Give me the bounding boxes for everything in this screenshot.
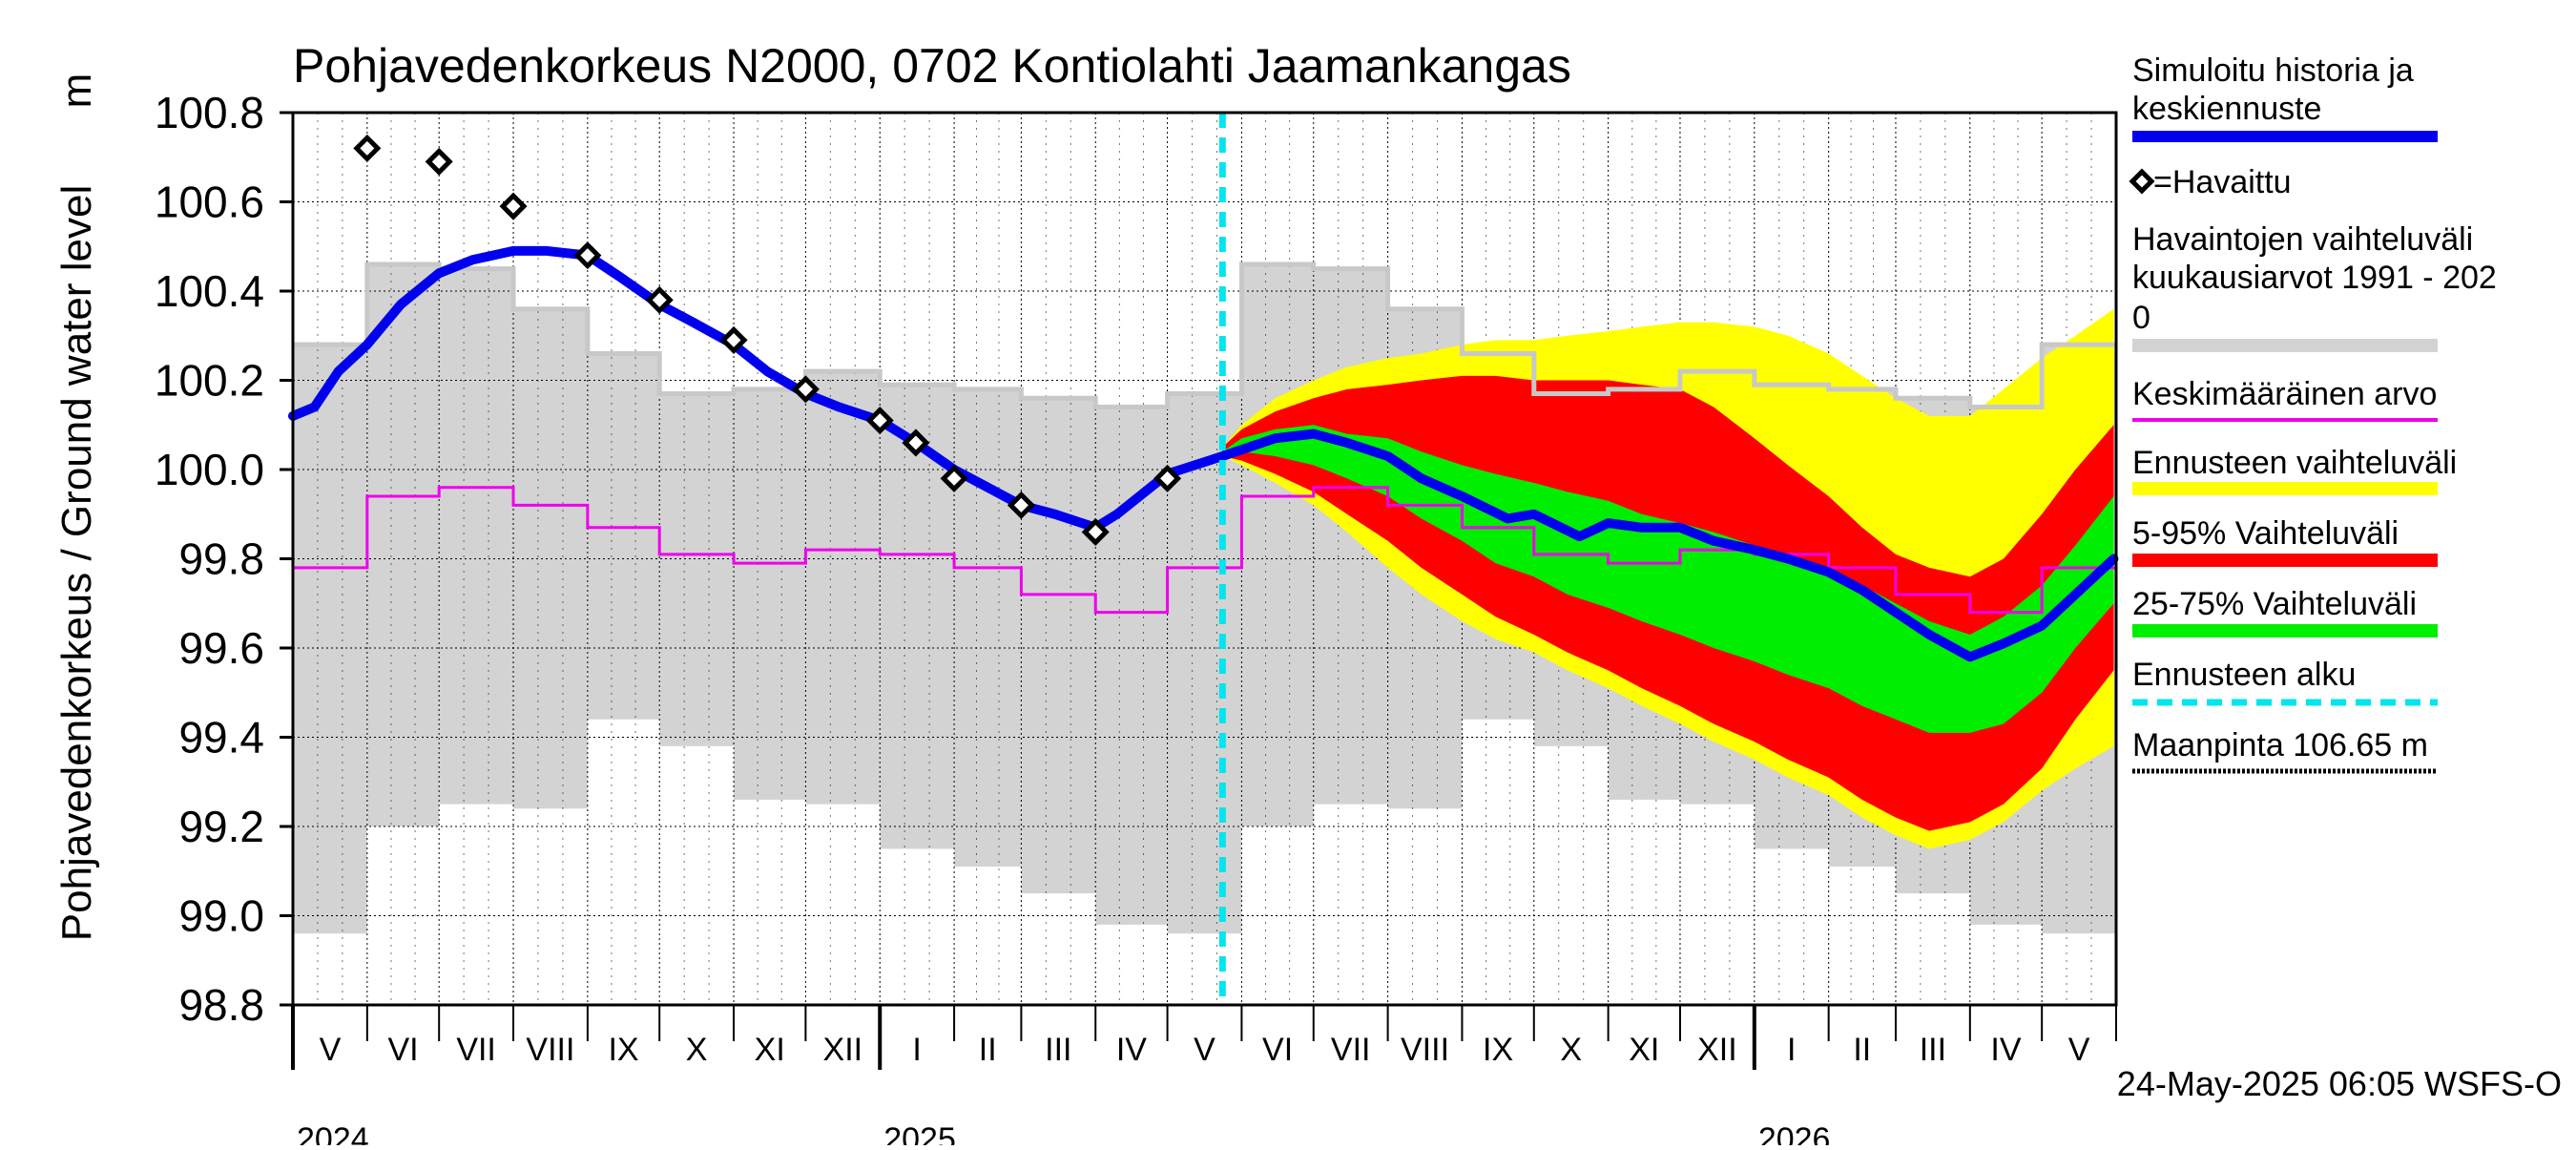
y-tick-label: 99.6 — [178, 623, 264, 673]
observed-max-line — [293, 261, 2116, 410]
y-tick-label: 98.8 — [178, 980, 264, 1030]
month-label: VI — [387, 1032, 418, 1068]
month-label: IX — [1483, 1032, 1513, 1068]
observed-point — [645, 285, 674, 314]
observed-point — [499, 192, 528, 220]
month-label: V — [2068, 1032, 2090, 1068]
month-label: I — [1787, 1032, 1796, 1068]
legend-range-label: kuukausiarvot 1991 - 202 — [2132, 260, 2497, 296]
mean-value-line — [293, 486, 2116, 615]
month-label: VII — [1331, 1032, 1371, 1068]
observed-point — [1081, 517, 1110, 546]
y-tick-label: 99.4 — [178, 713, 264, 763]
y-tick-label: 99.0 — [178, 891, 264, 941]
y-tick-label: 100.4 — [155, 266, 264, 316]
observed-range-block — [1095, 407, 1168, 925]
observed-range-block — [1241, 263, 1314, 826]
observed-range-block — [659, 393, 735, 746]
month-label: III — [1045, 1032, 1071, 1068]
legend-simulated-label: keskiennuste — [2132, 91, 2321, 127]
y-tick-label: 100.2 — [155, 356, 264, 406]
legend-range-label: Havaintojen vaihteluväli — [2132, 221, 2473, 258]
month-label: IV — [1116, 1032, 1147, 1068]
chart-title: Pohjavedenkorkeus N2000, 0702 Kontiolaht… — [293, 39, 1571, 93]
observed-point — [425, 147, 453, 176]
observed-point — [940, 464, 968, 492]
observed-point — [902, 429, 930, 457]
observed-range-block — [805, 371, 881, 805]
y-tick-label: 100.0 — [155, 445, 264, 494]
month-label: VIII — [1401, 1032, 1449, 1068]
observed-point — [1153, 464, 1182, 492]
legend-simulated-label: Simuloitu historia ja — [2132, 52, 2414, 89]
month-label: XI — [1629, 1032, 1659, 1068]
month-label: VI — [1262, 1032, 1293, 1068]
observed-range-block — [366, 263, 440, 826]
observed-point — [573, 241, 602, 270]
observed-range-block — [587, 353, 660, 720]
year-label: 2024 — [297, 1121, 369, 1145]
month-label: X — [686, 1032, 708, 1068]
observed-point — [865, 407, 894, 435]
month-label: III — [1920, 1032, 1946, 1068]
month-label: VII — [456, 1032, 496, 1068]
month-label: I — [912, 1032, 921, 1068]
observed-point — [719, 325, 748, 354]
year-label: 2025 — [883, 1121, 956, 1145]
month-label: VIII — [526, 1032, 574, 1068]
month-label: XII — [1697, 1032, 1737, 1068]
observed-point — [1007, 491, 1035, 519]
legend-ground-label: Maanpinta 106.65 m — [2132, 727, 2428, 763]
y-tick-label: 99.2 — [178, 802, 264, 851]
legend-forecast-range-label: Ennusteen vaihteluväli — [2132, 445, 2457, 481]
month-label: XII — [823, 1032, 863, 1068]
observed-range-block — [954, 388, 1022, 868]
month-label: IX — [608, 1032, 638, 1068]
month-label: V — [1194, 1032, 1215, 1068]
month-label: IV — [1990, 1032, 2021, 1068]
month-label: II — [979, 1032, 997, 1068]
observed-range-block — [293, 345, 367, 934]
timestamp: 24-May-2025 06:05 WSFS-O — [2117, 1064, 2562, 1103]
month-label: X — [1560, 1032, 1582, 1068]
legend-5-95-label: 5-95% Vaihteluväli — [2132, 515, 2399, 552]
axes-layer: 98.8 99.0 99.2 99.4 99.6 99.8 100.0 100.2 100.4 1… — [155, 88, 2118, 1150]
observed-points-layer — [353, 134, 1182, 546]
y-axis-label: Pohjavedenkorkeus / Ground water level — [53, 185, 100, 941]
month-label: V — [320, 1032, 342, 1068]
y-axis-unit: m — [53, 73, 100, 109]
legend-observed-marker — [2129, 168, 2155, 195]
legend-25-75-label: 25-75% Vaihteluväli — [2132, 586, 2417, 622]
legend-range-label: 0 — [2132, 300, 2150, 336]
y-tick-label: 99.8 — [178, 534, 264, 584]
legend-mean-label: Keskimääräinen arvo — [2132, 376, 2437, 412]
legend-observed-label: =Havaittu — [2153, 164, 2292, 200]
y-tick-label: 100.6 — [155, 178, 264, 227]
observed-point — [791, 375, 820, 404]
month-label: II — [1853, 1032, 1871, 1068]
observed-range-block — [439, 268, 514, 805]
year-label: 2026 — [1758, 1121, 1831, 1145]
y-tick-label: 100.8 — [155, 88, 264, 137]
month-label: XI — [755, 1032, 785, 1068]
observed-range-block — [1021, 398, 1096, 894]
observed-range-block — [1167, 393, 1242, 934]
observed-range-block — [513, 308, 588, 809]
forecast-25-75-band — [1222, 425, 2114, 733]
observed-point — [353, 134, 382, 162]
legend-forecast-start-label: Ennusteen alku — [2132, 657, 2356, 693]
observed-range-block — [734, 388, 806, 800]
